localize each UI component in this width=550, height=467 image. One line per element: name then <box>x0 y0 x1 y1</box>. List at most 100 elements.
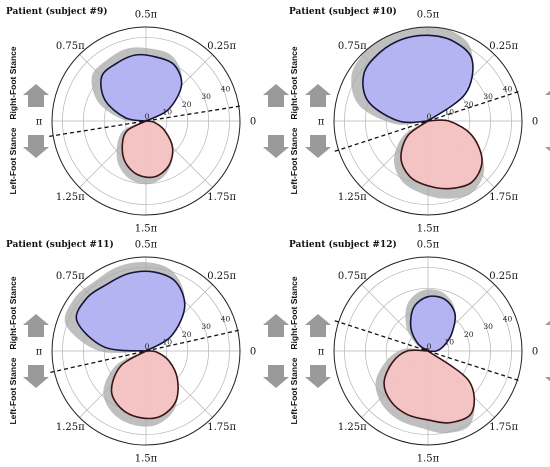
stance-divider <box>50 328 242 374</box>
angle-label: 0.5π <box>135 10 158 21</box>
arrow-down-icon <box>263 365 289 388</box>
angle-label: 1.5π <box>417 454 440 465</box>
angle-label: 0.5π <box>135 240 158 251</box>
arrow-up-icon <box>545 90 550 107</box>
arrow-up-icon <box>305 314 331 337</box>
right-stance-shape <box>409 295 457 353</box>
angle-label: 1.25π <box>56 192 85 203</box>
left-stance-label: Left-Foot Stance <box>8 127 18 194</box>
left-stance-shape <box>383 348 476 424</box>
arrow-up-icon <box>23 84 49 107</box>
arrow-up-icon <box>305 84 331 107</box>
left-stance-shape <box>121 119 174 179</box>
panel-title: Patient (subject #12) <box>289 239 397 250</box>
left-stance-label: Left-Foot Stance <box>289 357 299 424</box>
radial-tick-label: 10 <box>163 338 173 347</box>
angle-label: 1.25π <box>338 422 367 433</box>
polar-panel-2: Patient (subject #10) Right-Foot Stance Le… <box>289 6 550 235</box>
radial-tick-label: 30 <box>201 92 211 101</box>
data-layer <box>351 27 485 199</box>
arrow-up-icon <box>263 314 289 337</box>
outer-ring <box>51 256 241 446</box>
radial-tick-label: 20 <box>182 330 192 339</box>
radial-tick-label: 40 <box>221 85 231 94</box>
radial-tick-label: 30 <box>483 322 493 331</box>
radial-tick-label: 40 <box>503 85 513 94</box>
radial-tick-label: 20 <box>464 100 474 109</box>
radial-tick-label: 30 <box>201 322 211 331</box>
polar-panel-4: Patient (subject #12) Right-Foot Stance Le… <box>289 239 550 465</box>
angle-label: 0 <box>532 347 538 358</box>
angle-label: 1.5π <box>135 454 158 465</box>
angle-label: 1.5π <box>417 224 440 235</box>
angle-label: π <box>36 347 43 358</box>
radial-origin-label: 0 <box>427 112 432 121</box>
angle-label: 0.75π <box>56 271 85 282</box>
right-stance-label: Right-Foot Stance <box>8 276 18 349</box>
angle-label: 0.75π <box>338 41 367 52</box>
angle-label: 1.75π <box>489 422 518 433</box>
right-stance-label: Right-Foot Stance <box>8 46 18 119</box>
arrow-down-icon <box>23 135 49 158</box>
radial-tick-label: 40 <box>503 315 513 324</box>
right-stance-shape <box>100 53 183 123</box>
angle-label: π <box>36 117 43 128</box>
data-layer <box>91 47 183 185</box>
angle-label: 1.75π <box>489 192 518 203</box>
arrow-down-icon <box>305 135 331 158</box>
angle-label: 1.25π <box>338 192 367 203</box>
angle-label: 0 <box>250 117 256 128</box>
outer-ring <box>333 256 523 446</box>
arrow-up-icon <box>545 320 550 337</box>
outer-ring <box>333 26 523 216</box>
angle-label: 1.75π <box>207 192 236 203</box>
angle-label: 1.25π <box>56 422 85 433</box>
angle-label: 0 <box>250 347 256 358</box>
radial-tick-label: 20 <box>464 330 474 339</box>
arrow-down-icon <box>305 365 331 388</box>
panel-title: Patient (subject #11) <box>6 239 114 250</box>
radial-tick-label: 10 <box>445 108 455 117</box>
radial-tick-label: 10 <box>163 108 173 117</box>
data-layer <box>375 289 476 434</box>
outer-ring <box>51 26 241 216</box>
radial-origin-label: 0 <box>427 342 432 351</box>
angle-label: 0.25π <box>207 271 236 282</box>
right-stance-label: Right-Foot Stance <box>289 46 299 119</box>
angle-label: 0.25π <box>489 271 518 282</box>
panel-title: Patient (subject #9) <box>6 6 107 17</box>
radial-tick-label: 40 <box>221 315 231 324</box>
polar-panel-1: Patient (subject #9) Right-Foot Stance Lef… <box>6 6 289 235</box>
angle-label: 0.25π <box>207 41 236 52</box>
stance-divider <box>334 90 522 152</box>
left-stance-shape <box>110 349 179 420</box>
angle-label: 1.75π <box>207 422 236 433</box>
radial-tick-label: 30 <box>483 92 493 101</box>
left-stance-shape <box>400 119 483 190</box>
angle-label: π <box>318 117 325 128</box>
radial-tick-label: 10 <box>445 338 455 347</box>
left-stance-label: Left-Foot Stance <box>289 127 299 194</box>
arrow-up-icon <box>23 314 49 337</box>
angle-label: 0.75π <box>56 41 85 52</box>
arrow-down-icon <box>263 135 289 158</box>
angle-label: 0.75π <box>338 271 367 282</box>
radial-origin-label: 0 <box>145 342 150 351</box>
radial-tick-label: 20 <box>182 100 192 109</box>
angle-label: 0.5π <box>417 240 440 251</box>
right-stance-label: Right-Foot Stance <box>289 276 299 349</box>
angle-label: 0.5π <box>417 10 440 21</box>
right-stance-shape <box>75 270 186 354</box>
right-stance-shape <box>362 34 474 124</box>
arrow-down-icon <box>23 365 49 388</box>
data-layer <box>64 261 186 427</box>
panel-title: Patient (subject #10) <box>289 6 397 17</box>
radial-origin-label: 0 <box>145 112 150 121</box>
arrow-up-icon <box>263 84 289 107</box>
arrow-down-icon <box>545 365 550 382</box>
stance-divider <box>49 105 243 137</box>
polar-panel-3: Patient (subject #11) Right-Foot Stance Le… <box>6 239 289 465</box>
stance-divider <box>334 320 522 382</box>
left-stance-label: Left-Foot Stance <box>8 357 18 424</box>
